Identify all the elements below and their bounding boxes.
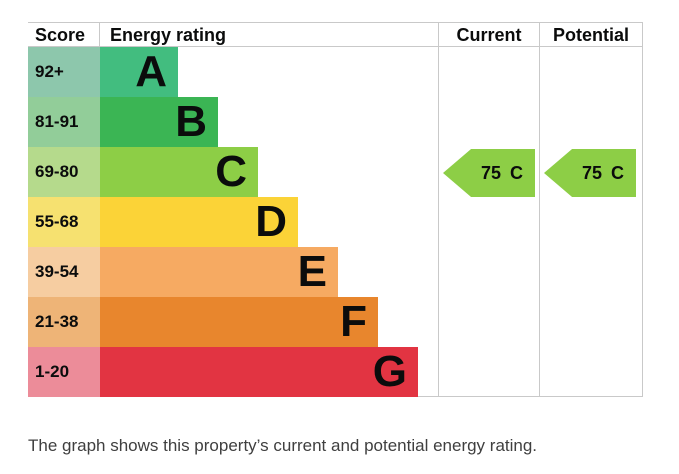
grade-letter: B (175, 97, 207, 146)
rating-bar: D (100, 197, 298, 247)
score-range: 92+ (28, 47, 100, 97)
rating-bar: G (100, 347, 418, 397)
band-row-e: 39-54 E (28, 247, 438, 297)
rating-bar: A (100, 47, 178, 97)
potential-rating-arrow: 75 C (544, 149, 636, 197)
score-range: 1-20 (28, 347, 100, 397)
grade-letter: A (135, 47, 167, 96)
band-row-a: 92+ A (28, 47, 438, 97)
potential-column: Potential 75 C (539, 23, 643, 396)
potential-header: Potential (540, 23, 642, 47)
score-range: 81-91 (28, 97, 100, 147)
current-rating-value: 75 (480, 162, 502, 183)
potential-rating-value: 75 (581, 162, 603, 183)
rating-bar: C (100, 147, 258, 197)
potential-rating-grade: C (611, 162, 625, 183)
chart-caption: The graph shows this property’s current … (28, 436, 538, 455)
grade-letter: C (215, 147, 247, 196)
current-rating-grade: C (510, 162, 524, 183)
grade-letter: D (255, 197, 287, 246)
table-header-left: Score Energy rating (28, 23, 438, 47)
score-header: Score (28, 23, 100, 46)
band-row-b: 81-91 B (28, 97, 438, 147)
band-row-c: 69-80 C (28, 147, 438, 197)
score-range: 69-80 (28, 147, 100, 197)
band-row-g: 1-20 G (28, 347, 438, 397)
epc-table: Score Energy rating 92+ A 81-91 B 69-80 … (28, 22, 643, 397)
score-range: 21-38 (28, 297, 100, 347)
band-row-d: 55-68 D (28, 197, 438, 247)
grade-letter: E (297, 247, 327, 296)
grade-letter: F (340, 297, 367, 346)
rating-bands-column: Score Energy rating 92+ A 81-91 B 69-80 … (28, 23, 438, 397)
current-rating-arrow: 75 C (443, 149, 535, 197)
current-column: Current 75 C (438, 23, 539, 396)
band-row-f: 21-38 F (28, 297, 438, 347)
score-range: 55-68 (28, 197, 100, 247)
energy-rating-header: Energy rating (110, 25, 227, 45)
current-header: Current (439, 23, 539, 47)
score-range: 39-54 (28, 247, 100, 297)
rating-bar: F (100, 297, 378, 347)
rating-bar: E (100, 247, 338, 297)
grade-letter: G (372, 347, 407, 396)
rating-bar: B (100, 97, 218, 147)
